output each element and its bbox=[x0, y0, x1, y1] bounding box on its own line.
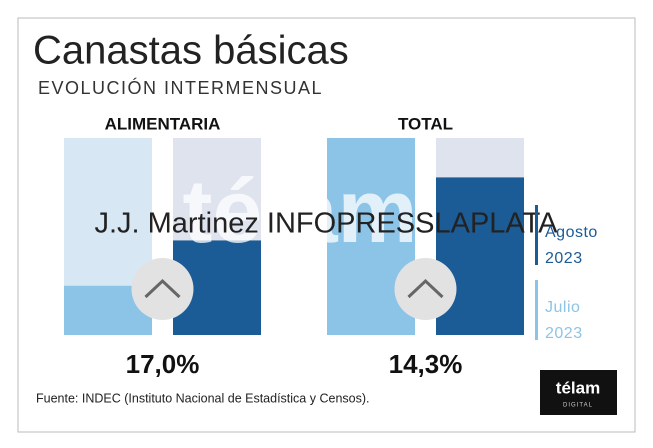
chevron bbox=[144, 278, 181, 299]
chevron-circle bbox=[394, 258, 457, 320]
category-label: TOTAL bbox=[398, 114, 453, 133]
logo: télam bbox=[556, 378, 600, 397]
chevron bbox=[407, 278, 444, 299]
watermark-logo: télam bbox=[182, 162, 417, 262]
legend-label: Julio 2023 bbox=[545, 299, 583, 342]
legend-line bbox=[535, 205, 538, 265]
watermark: J.J. Martinez INFOPRESSLAPLATA bbox=[94, 208, 558, 240]
category-label: ALIMENTARIA bbox=[105, 114, 221, 133]
annotation: 17,0% bbox=[126, 349, 200, 379]
chart-subtitle: EVOLUCIÓN INTERMENSUAL bbox=[38, 77, 323, 98]
chart-title: Canastas básicas bbox=[33, 29, 349, 73]
plot: ALIMENTARIA 17,0% TOTAL 14,3% bbox=[64, 114, 524, 379]
legend-label: Agosto 2023 bbox=[545, 224, 598, 267]
annotation: 14,3% bbox=[389, 349, 463, 379]
bar bbox=[436, 177, 524, 335]
source: Fuente: INDEC (Instituto Nacional de Est… bbox=[36, 391, 369, 405]
logo-box bbox=[540, 370, 617, 415]
logo-sub: DIGITAL bbox=[563, 403, 593, 409]
legend-line bbox=[535, 280, 538, 340]
chevron-circle bbox=[131, 258, 194, 320]
